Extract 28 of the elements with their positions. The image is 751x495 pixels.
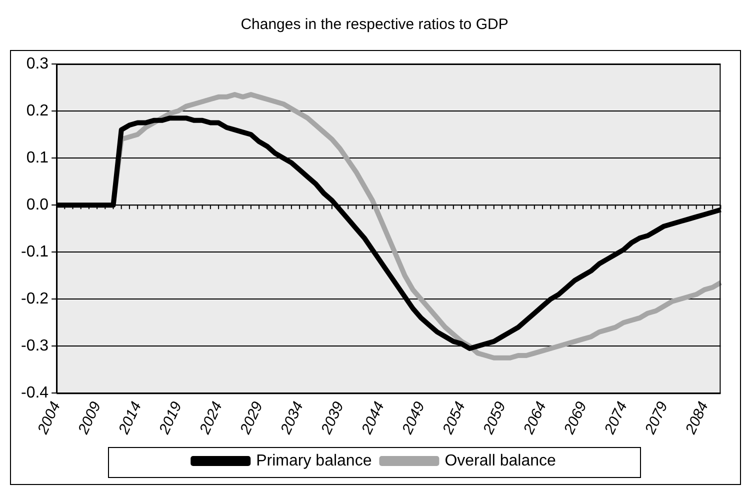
x-tick-label: 2014 <box>115 399 145 438</box>
x-tick-label: 2009 <box>74 398 105 438</box>
y-tick-label: -0.2 <box>20 290 49 308</box>
x-tick-label: 2069 <box>560 398 591 438</box>
x-tick-label: 2084 <box>682 399 712 438</box>
x-tick-label: 2054 <box>438 399 469 438</box>
legend-label: Overall balance <box>444 452 556 470</box>
y-tick-label: -0.1 <box>20 243 49 260</box>
x-tick-label: 2049 <box>398 398 429 438</box>
x-tick-label: 2019 <box>156 398 186 438</box>
y-tick-label: 0.1 <box>26 149 49 166</box>
x-tick-label: 2004 <box>34 399 64 438</box>
y-tick-label: 0.0 <box>26 196 49 214</box>
x-tick-label: 2059 <box>479 398 510 438</box>
x-tick-label: 2039 <box>318 398 348 438</box>
x-tick-label: 2074 <box>600 399 631 438</box>
x-tick-label: 2064 <box>520 399 550 438</box>
y-tick-label: -0.3 <box>20 338 49 355</box>
legend-label: Primary balance <box>256 452 372 470</box>
y-tick-label: 0.2 <box>26 102 49 120</box>
y-tick-label: 0.3 <box>26 55 49 72</box>
chart-title: Changes in the respective ratios to GDP <box>240 16 508 34</box>
x-tick-label: 2044 <box>358 399 388 438</box>
y-tick-label: -0.4 <box>20 384 49 402</box>
x-tick-label: 2029 <box>236 398 267 438</box>
x-tick-label: 2079 <box>641 398 672 438</box>
x-tick-label: 2024 <box>196 399 226 438</box>
x-tick-label: 2034 <box>277 399 307 438</box>
